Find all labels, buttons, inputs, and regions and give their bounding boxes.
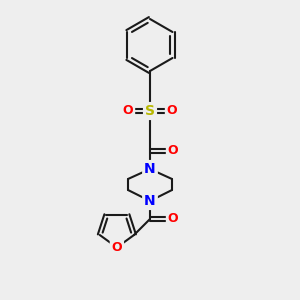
Text: O: O (112, 241, 122, 254)
Text: O: O (168, 212, 178, 226)
Text: O: O (167, 104, 177, 118)
Text: S: S (145, 104, 155, 118)
Text: N: N (144, 162, 156, 176)
Text: N: N (144, 194, 156, 208)
Text: O: O (123, 104, 133, 118)
Text: O: O (168, 145, 178, 158)
